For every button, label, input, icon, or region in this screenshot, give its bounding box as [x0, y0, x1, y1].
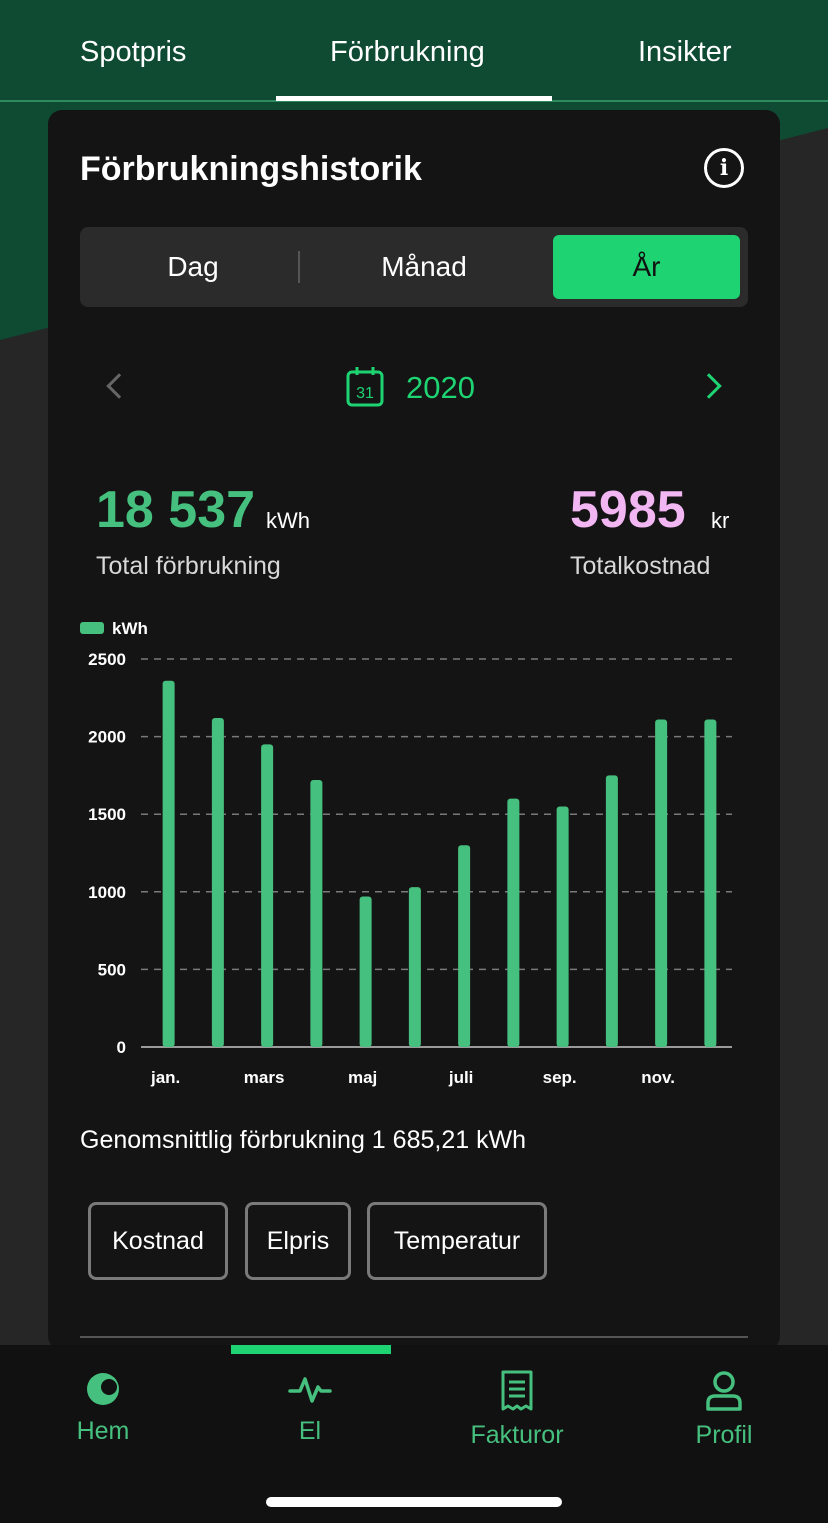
nav-item-profil[interactable]: Profil [654, 1369, 794, 1450]
previous-period-chevron-icon[interactable] [106, 373, 132, 399]
card-title: Förbrukningshistorik [80, 150, 422, 188]
bar-okt. [605, 775, 618, 1047]
total-cost-label: Totalkostnad [570, 552, 711, 580]
divider [80, 1336, 748, 1338]
chip-kostnad[interactable]: Kostnad [88, 1202, 228, 1280]
y-tick-label: 0 [117, 1038, 126, 1057]
bar-mars [261, 744, 274, 1047]
average-consumption: Genomsnittlig förbrukning 1 685,21 kWh [80, 1126, 527, 1154]
tab-spotpris[interactable]: Spotpris [80, 36, 187, 68]
person-icon [706, 1371, 742, 1411]
bar-sep. [556, 806, 569, 1047]
bottom-navigation: Hem El Fakturor Profil [0, 1345, 828, 1523]
nav-label-el: El [298, 1417, 322, 1445]
active-tab-indicator [276, 96, 552, 101]
home-moon-icon [87, 1373, 119, 1405]
legend-label: kWh [112, 619, 148, 638]
chip-elpris[interactable]: Elpris [245, 1202, 351, 1280]
legend-swatch [80, 622, 104, 634]
y-tick-label: 2000 [88, 728, 126, 747]
x-tick-label: nov. [641, 1068, 675, 1087]
tab-forbrukning[interactable]: Förbrukning [330, 36, 485, 68]
nav-item-fakturor[interactable]: Fakturor [447, 1369, 587, 1450]
bar-apr. [310, 780, 323, 1047]
total-consumption-label: Total förbrukning [96, 552, 281, 580]
bar-feb. [211, 717, 224, 1047]
segment-month[interactable]: Månad [381, 251, 467, 282]
x-tick-label: jan. [150, 1068, 180, 1087]
consumption-bar-chart: kWh 0 500 1000 1500 2000 2500 jan. mars maj juli se… [80, 619, 732, 1087]
total-consumption-value: 18 537 [96, 481, 256, 539]
y-tick-label: 500 [98, 960, 126, 979]
segment-year[interactable]: År [553, 235, 740, 299]
x-tick-label: sep. [543, 1068, 577, 1087]
bar-aug. [507, 798, 520, 1047]
bar-maj [359, 896, 372, 1047]
tab-insikter[interactable]: Insikter [638, 36, 732, 68]
pulse-icon [288, 1377, 332, 1403]
nav-label-profil: Profil [695, 1421, 753, 1449]
bar-jan. [162, 680, 175, 1047]
calendar-icon[interactable]: 31 [346, 366, 384, 408]
bar-juni [408, 887, 421, 1047]
x-tick-label: mars [244, 1068, 285, 1087]
consumption-history-card: Förbrukningshistorik i Dag Månad År 31 2… [48, 110, 780, 1350]
y-tick-label: 1500 [88, 805, 126, 824]
active-nav-indicator [231, 1345, 391, 1354]
nav-item-el[interactable]: El [240, 1369, 380, 1446]
receipt-icon [501, 1370, 533, 1411]
info-icon[interactable]: i [704, 148, 744, 188]
bar-juli [458, 845, 471, 1047]
bar-nov. [655, 719, 668, 1047]
y-tick-label: 2500 [88, 650, 126, 669]
total-cost-value: 5985 [570, 481, 686, 539]
segment-divider [298, 251, 300, 283]
period-segmented-control: Dag Månad År [80, 227, 748, 307]
calendar-day-label: 31 [356, 385, 374, 402]
nav-label-hem: Hem [76, 1417, 130, 1445]
next-period-chevron-icon[interactable] [696, 373, 722, 399]
x-tick-label: maj [348, 1068, 377, 1087]
top-tab-bar: Spotpris Förbrukning Insikter [0, 0, 828, 102]
chip-temperatur[interactable]: Temperatur [367, 1202, 547, 1280]
nav-label-fakturor: Fakturor [470, 1421, 564, 1449]
x-tick-label: juli [448, 1068, 474, 1087]
nav-item-hem[interactable]: Hem [33, 1369, 173, 1446]
bar-dec. [704, 719, 717, 1047]
segment-day[interactable]: Dag [167, 251, 219, 282]
total-cost-unit: kr [711, 508, 730, 533]
total-consumption-unit: kWh [266, 508, 310, 533]
home-indicator [266, 1497, 562, 1507]
y-tick-label: 1000 [88, 883, 126, 902]
period-navigator: 31 2020 [48, 360, 780, 420]
selected-year[interactable]: 2020 [406, 370, 475, 405]
